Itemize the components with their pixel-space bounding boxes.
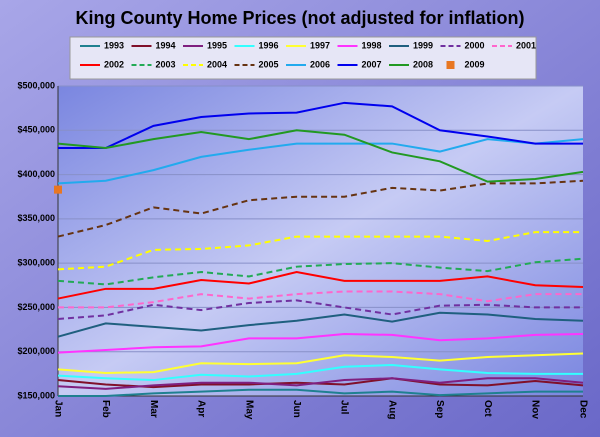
series-line	[57, 311, 584, 338]
y-tick-label: $450,000	[17, 125, 55, 135]
x-tick-label: Jan	[52, 400, 63, 417]
series-line	[58, 388, 583, 397]
legend-label: 2007	[362, 59, 382, 69]
y-tick-label: $150,000	[17, 390, 55, 400]
legend-label: 2000	[465, 40, 485, 50]
x-tick-label: Apr	[196, 400, 207, 417]
legend-label: 1997	[310, 40, 330, 50]
series-line	[57, 332, 584, 354]
series-line	[57, 270, 584, 300]
x-tick-label: Sep	[434, 400, 445, 418]
series-line	[57, 352, 584, 374]
legend-label: 1998	[362, 40, 382, 50]
series-line	[57, 257, 584, 286]
series-line	[57, 299, 583, 320]
x-tick-label: Aug	[386, 400, 397, 419]
legend-label: 2003	[156, 59, 176, 69]
x-tick-label: Nov	[530, 400, 541, 419]
y-tick-label: $400,000	[17, 169, 55, 179]
legend-label: 2001	[516, 40, 536, 50]
legend-label: 2002	[104, 59, 124, 69]
x-tick-label: Feb	[100, 400, 111, 418]
x-tick-label: Oct	[482, 400, 493, 417]
series-line	[57, 377, 584, 390]
series-marker	[54, 185, 62, 194]
legend-marker	[446, 61, 455, 69]
series-line	[58, 290, 583, 309]
legend-label: 1995	[207, 40, 227, 50]
y-tick-label: $200,000	[17, 346, 55, 356]
x-tick-label: Mar	[148, 400, 159, 418]
legend-label: 2005	[259, 59, 279, 69]
legend-label: 2004	[207, 59, 227, 69]
legend-label: 2008	[413, 59, 433, 69]
chart-title: King County Home Prices (not adjusted fo…	[75, 8, 524, 28]
series-line	[57, 129, 584, 183]
y-tick-label: $350,000	[17, 213, 55, 223]
x-tick-label: Dec	[577, 400, 588, 419]
legend-label: 1996	[259, 40, 279, 50]
series-line	[57, 179, 584, 238]
legend-label: 2006	[310, 59, 330, 69]
series-line	[57, 231, 583, 271]
legend-label: 1999	[413, 40, 433, 50]
series-line	[58, 101, 583, 149]
y-tick-label: $250,000	[17, 302, 55, 312]
legend-label: 1993	[104, 40, 124, 50]
x-tick-label: Jul	[339, 400, 350, 415]
x-tick-label: Jun	[291, 400, 302, 418]
series-line	[57, 138, 584, 185]
series-line	[57, 363, 583, 382]
x-tick-label: May	[243, 400, 254, 420]
legend-label: 1994	[156, 40, 176, 50]
y-tick-label: $300,000	[17, 258, 55, 268]
y-tick-label: $500,000	[17, 80, 55, 90]
legend-label: 2009	[465, 59, 485, 69]
legend-box	[69, 36, 537, 80]
